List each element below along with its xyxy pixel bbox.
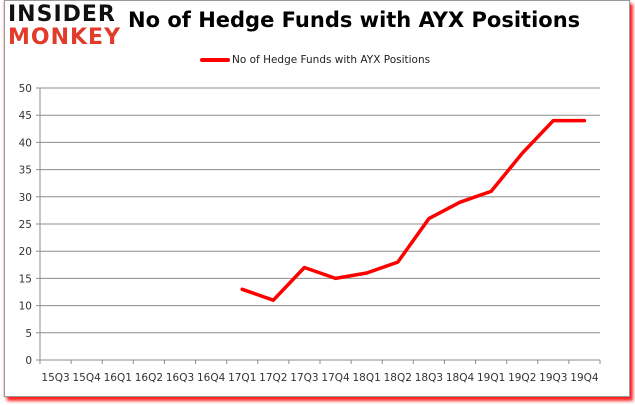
chart-frame <box>4 0 630 397</box>
x-tick-label: 16Q2 <box>135 372 163 384</box>
y-axis-tick-labels: 0 5 10 15 20 25 30 35 40 45 50 <box>19 83 32 367</box>
y-tick-label: 0 <box>25 355 32 367</box>
x-tick-label: 19Q1 <box>477 372 505 384</box>
insider-monkey-logo: INSIDER MONKEY <box>8 4 148 52</box>
y-tick-label: 35 <box>19 165 32 177</box>
axes <box>36 87 601 364</box>
logo-text-top: INSIDER <box>8 2 116 27</box>
chart-legend: No of Hedge Funds with AYX Positions <box>200 52 430 68</box>
x-tick-label: 15Q3 <box>41 372 69 384</box>
series-line <box>240 118 587 302</box>
x-tick-label: 15Q4 <box>73 372 102 384</box>
x-tick-label: 16Q1 <box>104 372 132 384</box>
x-tick-label: 19Q2 <box>508 372 536 384</box>
y-tick-label: 50 <box>19 83 32 95</box>
y-tick-label: 25 <box>19 219 32 231</box>
x-tick-label: 17Q2 <box>259 372 287 384</box>
x-tick-label: 16Q3 <box>166 372 194 384</box>
legend-label: No of Hedge Funds with AYX Positions <box>232 54 431 66</box>
legend-line-swatch-icon <box>200 58 230 62</box>
x-tick-label: 18Q2 <box>384 372 412 384</box>
gridlines <box>40 87 600 334</box>
y-tick-label: 40 <box>19 137 32 149</box>
x-axis-tick-labels: 15Q3 15Q4 16Q1 16Q2 16Q3 16Q4 17Q1 17Q2 17Q3 17Q4… <box>41 372 599 384</box>
y-tick-label: 10 <box>19 301 32 313</box>
x-tick-label: 19Q3 <box>539 372 567 384</box>
x-tick-label: 18Q1 <box>353 372 381 384</box>
data-series <box>240 118 587 302</box>
x-tick-label: 19Q4 <box>570 372 599 384</box>
y-tick-label: 45 <box>19 110 32 122</box>
x-tick-label: 18Q3 <box>415 372 443 384</box>
x-tick-label: 16Q4 <box>197 372 226 384</box>
logo-text-bottom: MONKEY <box>8 25 122 50</box>
y-tick-label: 20 <box>19 246 32 258</box>
x-tick-label: 18Q4 <box>446 372 475 384</box>
chart-title: No of Hedge Funds with AYX Positions <box>128 8 581 32</box>
x-tick-label: 17Q4 <box>321 372 350 384</box>
y-tick-label: 30 <box>19 192 32 204</box>
y-tick-label: 15 <box>19 273 32 285</box>
x-tick-label: 17Q3 <box>290 372 318 384</box>
x-tick-label: 17Q1 <box>228 372 256 384</box>
y-tick-label: 5 <box>25 328 32 340</box>
